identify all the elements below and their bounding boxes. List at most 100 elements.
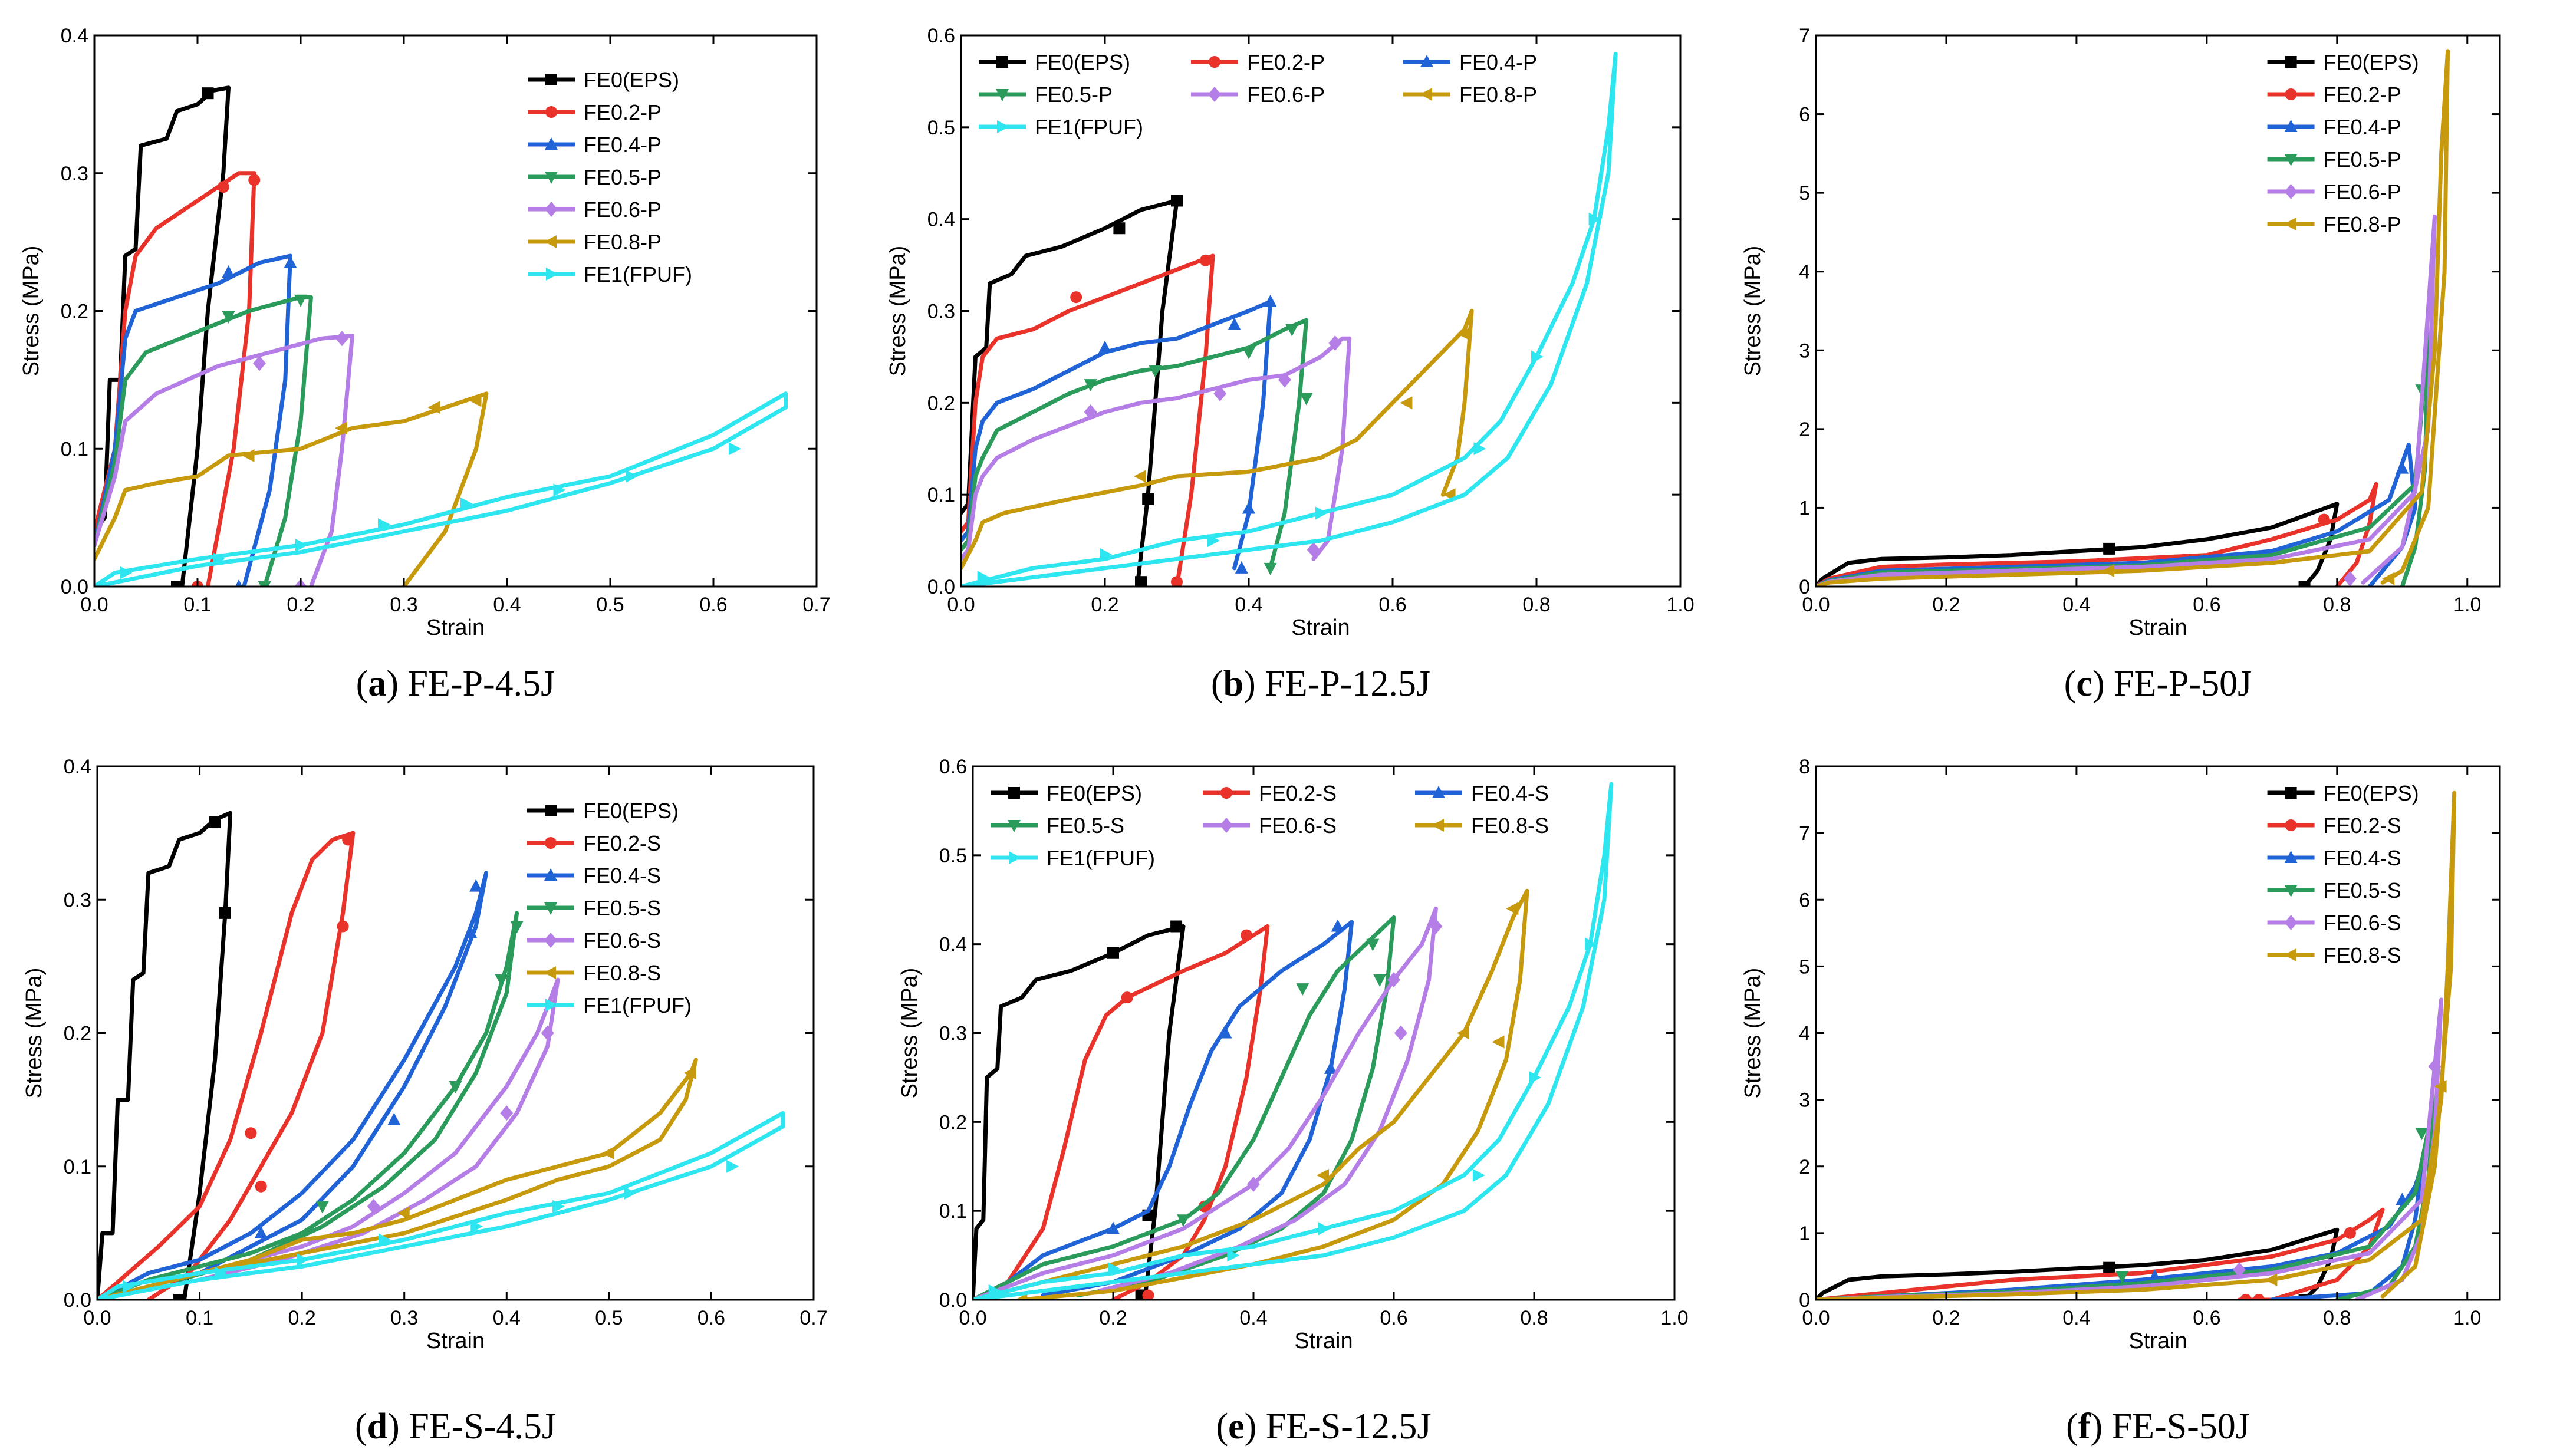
data-marker-5-1 — [335, 421, 347, 435]
y-tick-label: 0.0 — [927, 576, 955, 598]
caption-close-paren: ) — [386, 664, 407, 704]
caption-letter: b — [1223, 664, 1243, 704]
data-marker-5-0 — [2265, 1273, 2278, 1287]
data-marker-1-0 — [1121, 991, 1133, 1004]
data-marker-5-0 — [1134, 470, 1146, 483]
x-tick-label: 0.0 — [1802, 1307, 1830, 1329]
legend: FE0(EPS) FE0.2-S FE0.4-S FE0.5-S FE0.6-S FE0.… — [2267, 781, 2419, 967]
data-marker-2-1 — [284, 255, 297, 268]
data-marker-1-3 — [1142, 1289, 1154, 1300]
y-tick-label: 0.1 — [939, 1200, 967, 1223]
data-marker-1-1 — [1241, 929, 1253, 941]
legend-marker-4 — [1208, 87, 1221, 102]
y-tick-label: 0.3 — [61, 163, 88, 185]
data-marker-5-0 — [397, 1206, 410, 1220]
data-marker-0-2 — [1142, 493, 1154, 505]
data-marker-6-5 — [1529, 1070, 1541, 1084]
x-tick-label: 0.6 — [2193, 1307, 2220, 1329]
data-marker-6-2 — [295, 538, 308, 552]
x-tick-label: 0.4 — [2062, 1307, 2090, 1329]
data-marker-4-1 — [335, 331, 348, 347]
legend: FE0(EPS) FE0.2-S FE0.4-S FE0.5-S FE0.6-S FE0.… — [991, 781, 1549, 870]
caption-close-paren: ) — [387, 1406, 409, 1447]
legend-label-4: FE0.6-P — [1247, 83, 1325, 107]
data-marker-3-2 — [1242, 347, 1255, 360]
x-axis-label: Strain — [426, 615, 485, 640]
x-tick-label: 1.0 — [2453, 1307, 2481, 1329]
series-line-1 — [961, 253, 1215, 587]
data-marker-4-0 — [2343, 571, 2357, 587]
data-marker-0-0 — [2103, 542, 2115, 555]
series-line-2 — [94, 253, 292, 587]
data-marker-0-3 — [1135, 576, 1147, 587]
legend-marker-0 — [1008, 787, 1020, 799]
series-line-6 — [961, 51, 1618, 587]
data-marker-2-4 — [1235, 561, 1248, 574]
y-tick-label: 0.2 — [927, 392, 955, 414]
caption-close-paren: ) — [1243, 664, 1265, 704]
y-tick-label: 8 — [1799, 756, 1810, 778]
legend-label-2: FE0.4-P — [2324, 115, 2401, 139]
caption-open-paren: ( — [2064, 664, 2077, 704]
data-marker-4-1 — [1387, 972, 1400, 987]
data-marker-6-6 — [1588, 212, 1601, 226]
caption-text: FE-P-50J — [2114, 664, 2252, 704]
legend-label-1: FE0.2-S — [1259, 781, 1337, 805]
y-tick-label: 0.6 — [927, 25, 955, 47]
legend-label-5: FE0.8-P — [2324, 212, 2401, 236]
x-axis-label: Strain — [2128, 615, 2187, 640]
data-marker-1-0 — [217, 181, 229, 193]
x-tick-label: 0.8 — [1520, 1307, 1548, 1329]
y-tick-label: 0.5 — [939, 845, 967, 867]
y-tick-label: 7 — [1799, 822, 1810, 845]
legend: FE0(EPS) FE0.2-P FE0.4-P FE0.5-P FE0.6-P FE0.… — [979, 50, 1537, 139]
data-marker-0-1 — [2298, 581, 2311, 587]
series-line-4 — [961, 336, 1352, 561]
legend-label-0: FE0(EPS) — [1035, 50, 1130, 74]
x-tick-label: 0.0 — [959, 1307, 986, 1329]
data-marker-4-3 — [1394, 1025, 1407, 1041]
caption-letter: c — [2076, 664, 2092, 704]
data-marker-0-0 — [2103, 1261, 2115, 1274]
data-marker-4-1 — [2428, 1059, 2442, 1075]
y-tick-label: 6 — [1799, 104, 1810, 126]
data-marker-5-0 — [242, 449, 255, 462]
y-tick-label: 0.5 — [927, 117, 955, 139]
data-marker-3-0 — [222, 311, 235, 324]
legend-marker-0 — [2285, 787, 2297, 799]
data-marker-5-2 — [683, 1066, 696, 1080]
data-marker-3-3 — [1285, 324, 1299, 337]
x-tick-label: 0.2 — [1932, 594, 1960, 616]
legend-marker-1 — [1209, 56, 1220, 68]
caption-text: FE-P-12.5J — [1265, 664, 1430, 704]
x-tick-label: 0.4 — [2062, 594, 2090, 616]
legend-label-1: FE0.2-S — [2324, 813, 2401, 838]
legend-label-0: FE0(EPS) — [2324, 50, 2419, 74]
legend-marker-6 — [1009, 851, 1021, 864]
x-tick-label: 0.2 — [1091, 594, 1118, 616]
legend-marker-3 — [1008, 820, 1021, 832]
series-line-3 — [1816, 1098, 2437, 1300]
legend: FE0(EPS) FE0.2-P FE0.4-P FE0.5-P FE0.6-P FE0.… — [2267, 50, 2419, 236]
data-marker-3-0 — [1084, 379, 1097, 392]
legend-label-6: FE1(FPUF) — [1035, 115, 1143, 139]
legend-label-4: FE0.6-P — [2324, 180, 2401, 204]
legend-marker-2 — [1420, 55, 1433, 67]
legend-label-5: FE0.8-S — [2324, 943, 2401, 967]
legend-marker-0 — [996, 56, 1008, 68]
data-marker-5-1 — [2382, 572, 2395, 585]
legend-label-4: FE0.6-S — [1259, 813, 1337, 838]
x-tick-label: 0.6 — [2193, 594, 2220, 616]
legend-marker-1 — [2285, 819, 2297, 831]
legend-label-3: FE0.5-P — [584, 165, 662, 189]
data-marker-5-2 — [427, 401, 440, 414]
legend-label-5: FE0.8-S — [583, 961, 661, 985]
data-marker-2-0 — [254, 1226, 268, 1238]
plot-area — [1816, 49, 2450, 587]
x-tick-label: 0.8 — [2323, 1307, 2351, 1329]
plot-area — [94, 85, 788, 587]
y-tick-label: 0 — [1799, 576, 1810, 598]
legend-marker-2 — [2284, 851, 2298, 863]
panel-caption: (b) FE-P-12.5J — [1211, 664, 1430, 704]
